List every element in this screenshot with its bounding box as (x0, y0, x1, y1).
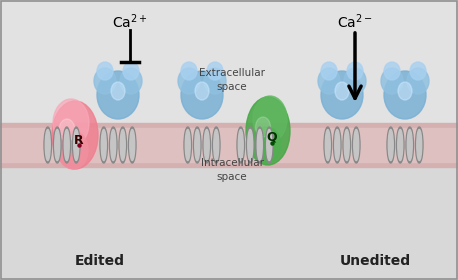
Ellipse shape (407, 68, 429, 94)
Ellipse shape (397, 127, 404, 163)
Ellipse shape (415, 127, 423, 163)
Ellipse shape (321, 62, 337, 80)
Ellipse shape (246, 97, 290, 165)
Ellipse shape (335, 82, 349, 100)
Ellipse shape (213, 127, 220, 163)
Ellipse shape (381, 68, 403, 94)
Ellipse shape (318, 68, 340, 94)
Bar (0, 123, 458, 167)
Ellipse shape (398, 82, 412, 100)
Ellipse shape (204, 129, 209, 160)
Ellipse shape (44, 127, 51, 163)
Ellipse shape (74, 129, 79, 160)
Ellipse shape (407, 129, 412, 160)
Ellipse shape (344, 129, 349, 160)
Ellipse shape (214, 129, 219, 160)
Text: Extracellular
space: Extracellular space (199, 68, 265, 92)
Ellipse shape (123, 62, 139, 80)
Ellipse shape (63, 127, 71, 163)
Ellipse shape (185, 129, 190, 160)
Ellipse shape (45, 129, 50, 160)
Ellipse shape (184, 127, 191, 163)
Ellipse shape (195, 82, 209, 100)
Ellipse shape (417, 129, 422, 160)
Ellipse shape (64, 129, 69, 160)
Ellipse shape (353, 127, 360, 163)
Ellipse shape (267, 129, 272, 160)
Ellipse shape (52, 101, 98, 169)
Ellipse shape (324, 127, 332, 163)
Ellipse shape (253, 96, 287, 142)
Ellipse shape (387, 127, 394, 163)
Ellipse shape (388, 129, 393, 160)
Ellipse shape (58, 131, 88, 169)
Ellipse shape (53, 99, 89, 147)
Ellipse shape (111, 82, 125, 100)
Ellipse shape (97, 62, 113, 80)
Ellipse shape (237, 127, 245, 163)
Ellipse shape (55, 129, 60, 160)
Ellipse shape (321, 71, 363, 119)
Text: Ca$^{2+}$: Ca$^{2+}$ (112, 13, 148, 31)
Ellipse shape (119, 127, 126, 163)
Ellipse shape (347, 62, 363, 80)
Ellipse shape (266, 127, 273, 163)
Bar (0, 0, 458, 122)
Ellipse shape (343, 127, 350, 163)
Ellipse shape (109, 127, 117, 163)
Ellipse shape (130, 129, 135, 160)
Text: Edited: Edited (75, 254, 125, 268)
Ellipse shape (398, 129, 403, 160)
Ellipse shape (59, 119, 75, 141)
Ellipse shape (193, 127, 201, 163)
Ellipse shape (120, 129, 125, 160)
Text: Intracellular
space: Intracellular space (201, 158, 263, 182)
Ellipse shape (335, 129, 340, 160)
Ellipse shape (94, 68, 116, 94)
Text: Ca$^{2-}$: Ca$^{2-}$ (337, 13, 373, 31)
Ellipse shape (204, 68, 226, 94)
Ellipse shape (195, 129, 200, 160)
Ellipse shape (111, 129, 116, 160)
Ellipse shape (256, 127, 263, 163)
Ellipse shape (207, 62, 223, 80)
Ellipse shape (97, 71, 139, 119)
Ellipse shape (333, 127, 341, 163)
Ellipse shape (178, 68, 200, 94)
Ellipse shape (256, 117, 271, 137)
Ellipse shape (54, 127, 61, 163)
Ellipse shape (181, 71, 223, 119)
Ellipse shape (384, 62, 400, 80)
Ellipse shape (246, 127, 254, 163)
Ellipse shape (406, 127, 414, 163)
Text: R: R (74, 134, 84, 146)
Ellipse shape (354, 129, 359, 160)
Ellipse shape (181, 62, 197, 80)
Ellipse shape (248, 129, 253, 160)
Bar (0, 128, 458, 162)
Ellipse shape (410, 62, 426, 80)
Text: Q: Q (267, 130, 277, 143)
Ellipse shape (203, 127, 211, 163)
Text: Unedited: Unedited (339, 254, 410, 268)
Ellipse shape (325, 129, 330, 160)
Ellipse shape (120, 68, 142, 94)
Ellipse shape (72, 127, 80, 163)
Ellipse shape (384, 71, 426, 119)
Ellipse shape (238, 129, 243, 160)
Ellipse shape (101, 129, 106, 160)
Ellipse shape (257, 129, 262, 160)
Ellipse shape (251, 127, 281, 163)
Ellipse shape (344, 68, 366, 94)
Ellipse shape (129, 127, 136, 163)
Ellipse shape (100, 127, 108, 163)
